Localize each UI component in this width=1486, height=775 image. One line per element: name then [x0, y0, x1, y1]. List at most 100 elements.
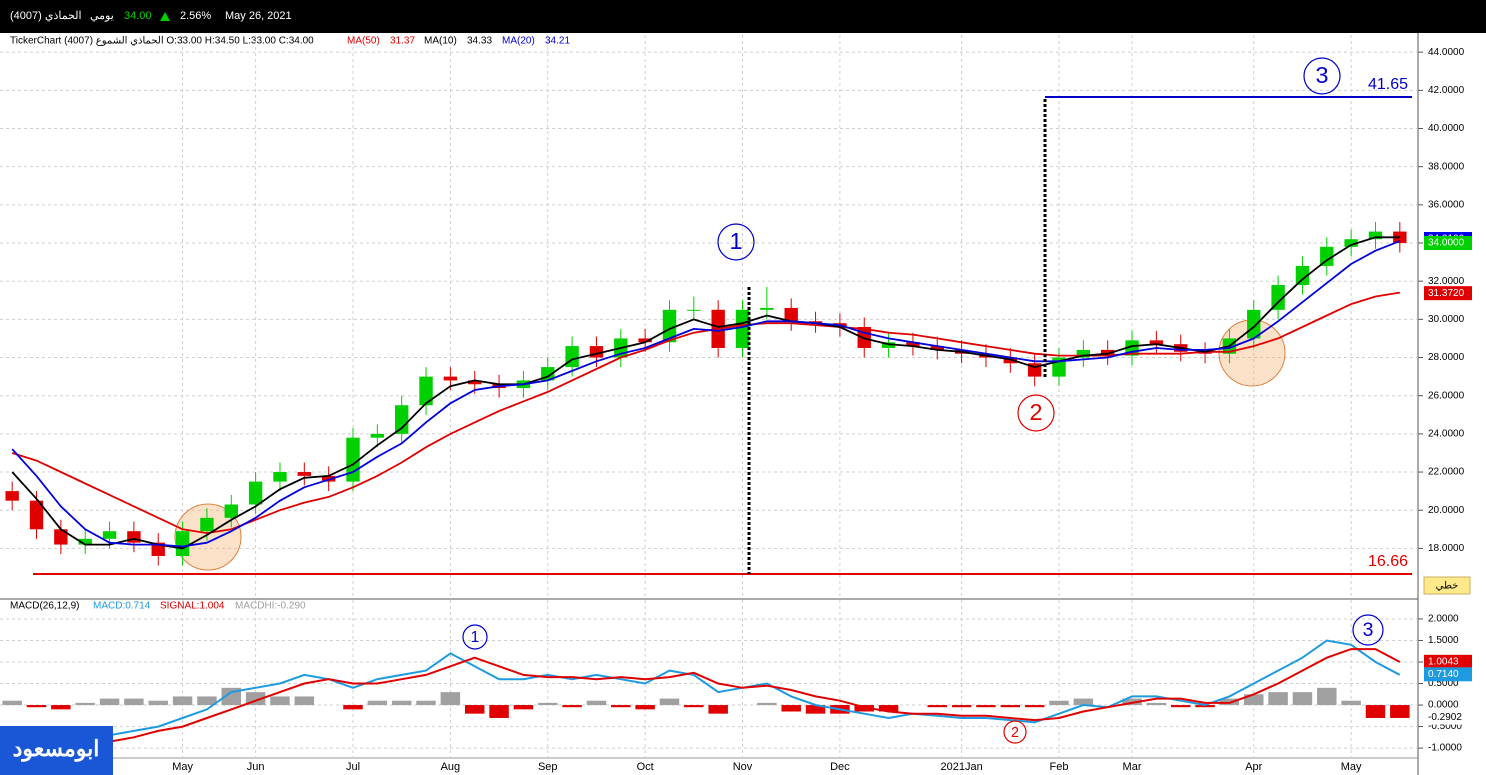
x-tick-label: Aug [441, 761, 461, 773]
x-tick-label: 2021Jan [941, 761, 983, 773]
histogram-bar [367, 700, 388, 706]
candle-body [321, 475, 336, 482]
histogram-bar [440, 692, 461, 706]
y-tick-label: -0.5000 [1428, 721, 1462, 732]
value-tag [1424, 236, 1472, 251]
candle-body [394, 405, 409, 434]
y-tick-label: 32.0000 [1428, 276, 1465, 287]
histogram-bar [513, 705, 534, 710]
histogram-bar [148, 700, 168, 706]
histogram-bar [1268, 692, 1288, 706]
y-tick-label: -1.0000 [1428, 743, 1462, 754]
y-tick-label: 26.0000 [1428, 390, 1465, 401]
y-tick-label: 0.0000 [1428, 700, 1459, 711]
histogram-bar [805, 705, 826, 714]
histogram-bar [708, 705, 728, 714]
histogram-bar [611, 705, 631, 708]
candle-body [565, 346, 579, 368]
legend-value: 34.21 [545, 36, 570, 47]
histogram-bar [976, 705, 996, 708]
x-tick-label: Feb [1050, 761, 1069, 773]
histogram-bar [75, 702, 95, 706]
legend-name: MACDHI:-0.290 [235, 601, 306, 612]
annotation-label: 2 [1029, 399, 1042, 425]
histogram-bar [1146, 702, 1167, 706]
histogram-bar [562, 705, 582, 708]
x-tick-label: Apr [1245, 761, 1262, 773]
histogram-bar [270, 696, 290, 706]
y-tick-label: 44.0000 [1428, 47, 1465, 58]
candle-body [29, 500, 44, 530]
candle-body [273, 472, 287, 482]
annotation-circle [462, 624, 488, 650]
value-tag-label: 34.0000 [1428, 238, 1465, 249]
x-tick-label: Jun [247, 761, 265, 773]
level-label: 41.65 [1368, 76, 1408, 93]
macd-line [11, 639, 1401, 754]
candle-body [1393, 231, 1407, 244]
value-tag [1424, 710, 1472, 725]
legend-name: MACD:0.714 [93, 601, 151, 612]
candle-body [735, 309, 750, 348]
price-title: TickerChart الحماذي الشموع (4007) O:33.0… [10, 36, 314, 47]
legend-name: MA(10) [424, 36, 457, 47]
histogram-bar [757, 702, 777, 706]
y-tick-label: 24.0000 [1428, 429, 1465, 440]
legend-name: MA(20) [502, 36, 535, 47]
candle-body [808, 321, 823, 324]
histogram-bar [197, 696, 217, 706]
annotation-circle [1352, 614, 1384, 646]
histogram-bar [464, 705, 485, 714]
candle-body [1247, 309, 1261, 339]
candle-body [468, 380, 482, 385]
candle-body [102, 531, 117, 539]
candle-body [784, 307, 798, 322]
candle-body [662, 309, 677, 343]
histogram-bar [1219, 698, 1240, 706]
annotation-circle [1003, 720, 1027, 744]
legend-value: 34.33 [467, 36, 492, 47]
symbol: (4007) الحماذي [10, 10, 82, 22]
candle-body [224, 504, 238, 518]
y-tick-label: 22.0000 [1428, 467, 1465, 478]
y-tick-label: 36.0000 [1428, 199, 1465, 210]
y-tick-label: 1.5000 [1428, 635, 1459, 646]
histogram-bar [1341, 700, 1361, 706]
candle-body [370, 433, 385, 438]
line-button[interactable] [1423, 576, 1471, 595]
candle-body [930, 346, 944, 350]
candle-body [127, 531, 141, 543]
histogram-bar [878, 705, 899, 712]
histogram-bar [635, 705, 655, 710]
x-tick-label: Jul [346, 761, 360, 773]
histogram-bar [1122, 698, 1142, 706]
histogram-bar [927, 705, 948, 708]
top-bar [0, 0, 1486, 33]
candle-body [1344, 239, 1358, 247]
histogram-bar [538, 702, 558, 706]
candle-body [1003, 357, 1018, 364]
histogram-bar [781, 705, 801, 712]
histogram-bar [489, 705, 509, 718]
x-tick-label: Mar [1123, 761, 1142, 773]
histogram-bar [294, 696, 315, 706]
candle-body [1295, 265, 1310, 286]
macd-title: MACD(26,12,9) [10, 601, 79, 612]
histogram-bar [659, 698, 680, 706]
x-tick-label: May [1341, 761, 1362, 773]
value-tag-label: 1.0043 [1428, 656, 1459, 667]
histogram-bar [1390, 705, 1410, 718]
x-tick-label: Nov [733, 761, 753, 773]
legend-name: MA(50) [347, 36, 380, 47]
histogram-bar [1195, 705, 1215, 708]
value-tag-label: 31.3720 [1428, 288, 1465, 299]
histogram-bar [391, 700, 412, 706]
annotation-circle [1303, 57, 1341, 95]
histogram-bar [1024, 705, 1045, 708]
candle-body [760, 307, 774, 310]
value-tag [1424, 654, 1472, 669]
watermark-box [0, 726, 113, 775]
value-tag [1424, 667, 1472, 682]
price: 34.00 [124, 10, 152, 22]
line-button-label[interactable]: خطي [1436, 581, 1459, 592]
